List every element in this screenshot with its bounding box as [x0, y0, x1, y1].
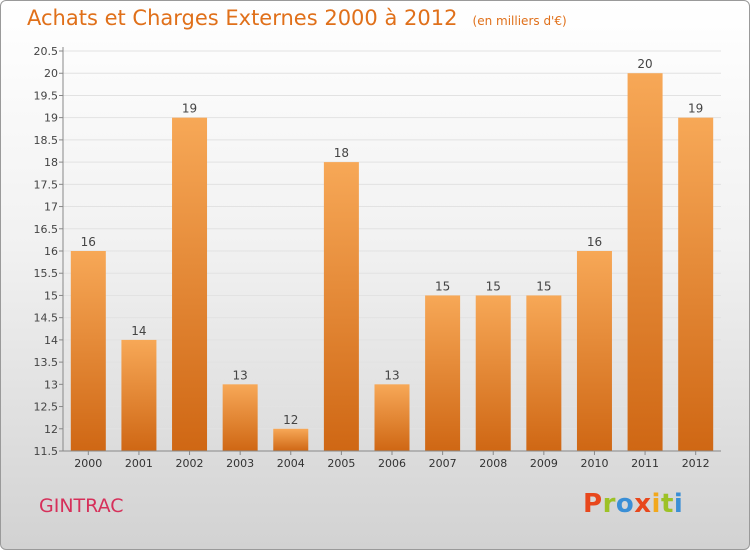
bar: [678, 117, 714, 452]
title-row: Achats et Charges Externes 2000 à 2012 (…: [27, 6, 567, 30]
logo-letter: P: [583, 489, 603, 519]
logo-letter: i: [673, 489, 684, 519]
x-tick-label: 2004: [277, 457, 305, 470]
data-label: 16: [587, 235, 602, 249]
data-label: 13: [384, 368, 399, 382]
y-tick-label: 18.5: [34, 134, 59, 147]
x-tick-label: 2011: [631, 457, 659, 470]
y-tick-label: 14.5: [34, 312, 59, 325]
logo-letter: r: [602, 489, 616, 519]
logo-letter: i: [651, 489, 661, 519]
y-tick-label: 17.5: [34, 178, 59, 191]
labels: 11.5 12 12.5 13 13.5 14 14.5 15 15.5 16 16.5 17 17.5…: [34, 45, 710, 470]
data-label: 19: [688, 102, 703, 116]
y-tick-label: 16.5: [34, 223, 59, 236]
y-tick-label: 20: [44, 67, 58, 80]
bar: [323, 162, 359, 451]
data-label: 16: [81, 235, 96, 249]
bar: [121, 339, 157, 451]
x-tick-label: 2007: [429, 457, 457, 470]
bar: [273, 428, 309, 451]
bar: [576, 251, 612, 451]
chart-subtitle: (en milliers d'€): [472, 14, 567, 28]
bar: [526, 295, 562, 451]
data-label: 14: [131, 324, 146, 338]
x-tick-label: 2005: [327, 457, 355, 470]
x-tick-label: 2002: [176, 457, 204, 470]
bar: [172, 117, 208, 452]
data-label: 12: [283, 413, 298, 427]
bar: [475, 295, 511, 451]
bar: [70, 251, 106, 451]
data-label: 15: [486, 279, 501, 293]
commune-name: GINTRAC: [39, 495, 124, 517]
y-tick-label: 11.5: [34, 445, 59, 458]
chart-title: Achats et Charges Externes 2000 à 2012: [27, 6, 458, 30]
axes: [59, 47, 721, 455]
logo-letter: t: [660, 489, 674, 519]
x-tick-label: 2008: [479, 457, 507, 470]
bar: [374, 384, 410, 451]
y-tick-label: 14: [44, 334, 58, 347]
x-tick-label: 2001: [125, 457, 153, 470]
logo-letter: x: [634, 489, 652, 519]
bar: [425, 295, 461, 451]
y-tick-label: 12.5: [34, 401, 59, 414]
y-tick-label: 12: [44, 423, 58, 436]
y-tick-label: 17: [44, 201, 58, 214]
logo-letter: o: [615, 489, 635, 519]
data-label: 15: [435, 279, 450, 293]
bar: [222, 384, 258, 451]
y-tick-label: 13: [44, 378, 58, 391]
data-label: 13: [233, 368, 248, 382]
y-tick-label: 13.5: [34, 356, 59, 369]
y-tick-label: 16: [44, 245, 58, 258]
x-tick-label: 2009: [530, 457, 558, 470]
x-tick-label: 2006: [378, 457, 406, 470]
data-label: 18: [334, 146, 349, 160]
y-tick-label: 18: [44, 156, 58, 169]
bar: [627, 73, 663, 451]
y-tick-label: 19: [44, 112, 58, 125]
bars: [70, 73, 714, 452]
y-tick-label: 15.5: [34, 267, 59, 280]
y-tick-label: 20.5: [34, 45, 59, 58]
y-tick-label: 19.5: [34, 89, 59, 102]
data-label: 15: [536, 279, 551, 293]
y-tick-label: 15: [44, 289, 58, 302]
proxiti-logo: Proxiti: [583, 489, 683, 519]
x-tick-label: 2003: [226, 457, 254, 470]
data-label: 20: [637, 57, 652, 71]
x-tick-label: 2010: [580, 457, 608, 470]
data-label: 19: [182, 102, 197, 116]
x-tick-label: 2012: [682, 457, 710, 470]
x-tick-label: 2000: [74, 457, 102, 470]
